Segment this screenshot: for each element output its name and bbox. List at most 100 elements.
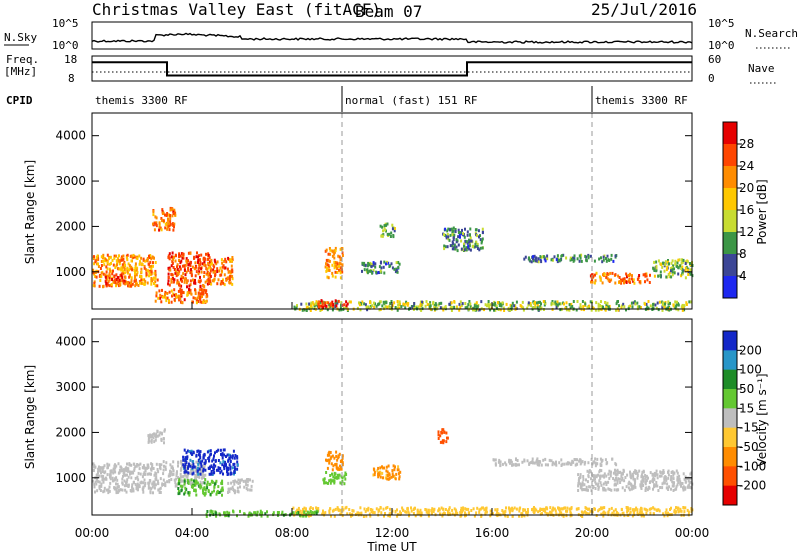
- scatter-cell: [107, 488, 110, 492]
- scatter-cell: [144, 259, 147, 263]
- scatter-cell: [338, 255, 341, 259]
- scatter-cell: [137, 471, 140, 475]
- scatter-cell: [211, 472, 214, 476]
- scatter-cell: [341, 270, 344, 274]
- colorbar-tick-label: 24: [739, 159, 754, 173]
- scatter-cell: [143, 278, 146, 282]
- scatter-cell: [199, 461, 202, 465]
- scatter-cell: [115, 282, 118, 286]
- scatter-cell: [388, 265, 391, 268]
- scatter-cell: [159, 465, 161, 469]
- scatter-cell: [469, 236, 472, 240]
- scatter-cell: [381, 465, 383, 469]
- scatter-cell: [673, 267, 675, 271]
- scatter-cell: [579, 486, 582, 490]
- scatter-cell: [633, 484, 636, 488]
- scatter-cell: [386, 474, 389, 477]
- scatter-cell: [334, 305, 337, 308]
- scatter-cell: [139, 481, 142, 485]
- colorbar-swatch: [723, 188, 737, 211]
- scatter-cell: [280, 512, 283, 516]
- scatter-cell: [96, 477, 98, 481]
- scatter-cell: [393, 301, 396, 305]
- scatter-cell: [227, 487, 230, 491]
- scatter-cell: [194, 278, 196, 282]
- scatter-cell: [547, 463, 549, 467]
- scatter-cell: [401, 506, 404, 510]
- scatter-cell: [653, 274, 656, 278]
- scatter-cell: [208, 458, 210, 462]
- scatter-cell: [623, 514, 626, 518]
- scatter-cell: [331, 271, 334, 275]
- scatter-cell: [92, 479, 94, 483]
- scatter-cell: [680, 267, 683, 270]
- scatter-cell: [616, 488, 619, 492]
- scatter-cell: [178, 270, 181, 274]
- scatter-cell: [484, 512, 487, 515]
- scatter-cell: [480, 514, 483, 518]
- scatter-cell: [615, 302, 618, 306]
- scatter-cell: [184, 490, 187, 494]
- scatter-cell: [161, 218, 164, 222]
- scatter-cell: [128, 268, 130, 272]
- scatter-cell: [151, 482, 154, 486]
- scatter-cell: [224, 266, 227, 270]
- nsky-tick-bottom: 10^0: [52, 39, 79, 52]
- scatter-cell: [516, 459, 519, 462]
- scatter-cell: [571, 305, 574, 308]
- scatter-cell: [396, 468, 399, 472]
- scatter-cell: [661, 471, 664, 475]
- scatter-cell: [553, 507, 556, 511]
- scatter-cell: [399, 470, 402, 474]
- scatter-cell: [512, 463, 515, 467]
- scatter-cell: [469, 233, 471, 237]
- scatter-cell: [407, 510, 410, 514]
- scatter-cell: [569, 462, 572, 466]
- scatter-cell: [369, 306, 371, 310]
- scatter-cell: [95, 275, 98, 279]
- scatter-cell: [205, 293, 208, 296]
- colorbar-tick-label: 200: [739, 343, 762, 357]
- scatter-cell: [209, 492, 212, 496]
- scatter-cell: [393, 227, 396, 230]
- scatter-cell: [408, 512, 411, 516]
- scatter-cell: [164, 290, 167, 294]
- scatter-cell: [628, 480, 631, 484]
- scatter-cell: [119, 465, 122, 469]
- scatter-cell: [146, 281, 149, 285]
- scatter-cell: [466, 233, 469, 237]
- scatter-cell: [212, 457, 215, 461]
- scatter-cell: [620, 478, 623, 482]
- scatter-cell: [123, 263, 126, 267]
- scatter-cell: [181, 485, 184, 489]
- scatter-cell: [200, 300, 203, 304]
- scatter-cell: [106, 462, 109, 466]
- scatter-cell: [218, 269, 221, 273]
- scatter-cell: [602, 258, 605, 262]
- scatter-cell: [671, 266, 674, 270]
- scatter-cell: [577, 482, 580, 486]
- scatter-cell: [632, 278, 635, 282]
- scatter-cell: [678, 474, 681, 478]
- scatter-cell: [329, 252, 332, 256]
- scatter-cell: [154, 261, 157, 264]
- scatter-cell: [582, 488, 585, 491]
- scatter-cell: [677, 272, 680, 276]
- scatter-cell: [144, 472, 147, 476]
- scatter-cell: [221, 265, 224, 269]
- scatter-cell: [667, 306, 669, 310]
- scatter-cell: [186, 473, 189, 477]
- scatter-cell: [108, 274, 111, 278]
- scatter-cell: [590, 477, 592, 481]
- scatter-cell: [318, 305, 320, 309]
- scatter-cell: [531, 457, 534, 461]
- scatter-cell: [345, 306, 347, 310]
- scatter-cell: [194, 288, 196, 292]
- scatter-cell: [382, 507, 385, 511]
- scatter-cell: [598, 508, 601, 511]
- scatter-cell: [237, 489, 239, 493]
- scatter-cell: [311, 301, 314, 305]
- scatter-cell: [388, 232, 391, 236]
- scatter-cell: [160, 300, 163, 304]
- scatter-cell: [341, 456, 344, 460]
